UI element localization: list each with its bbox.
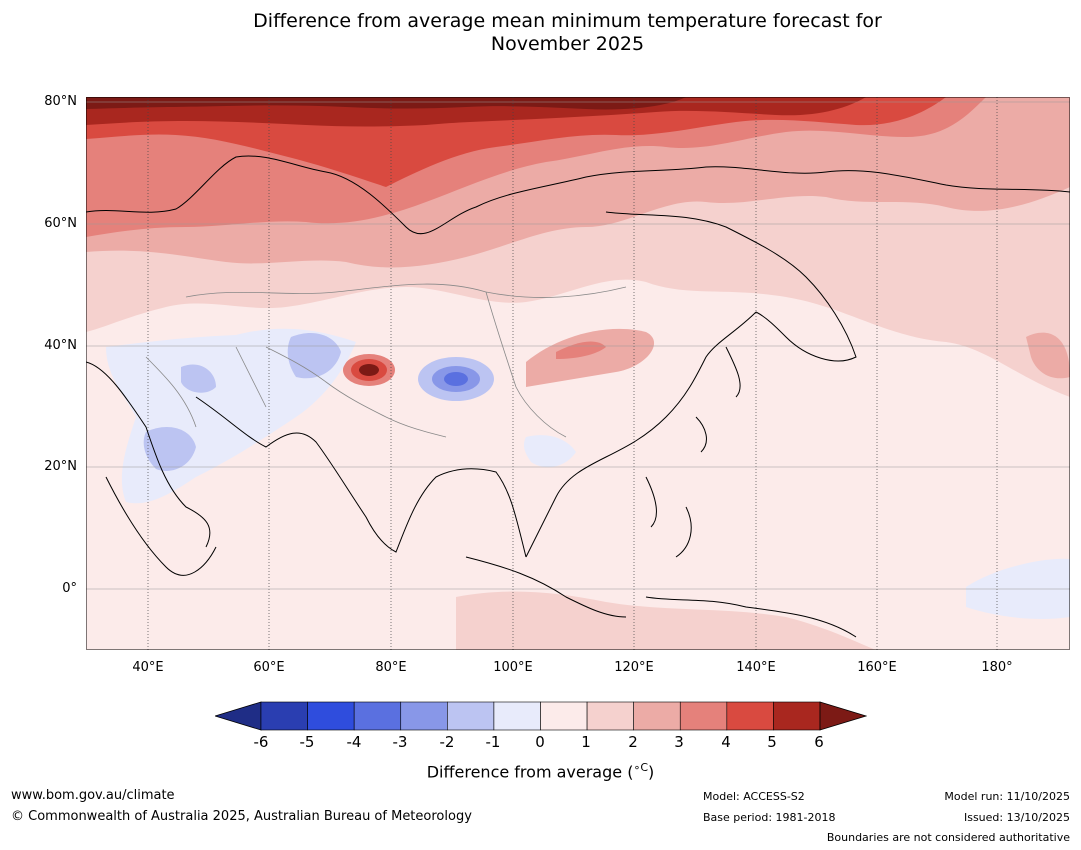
footer-website: www.bom.gov.au/climate [11,788,175,803]
anomaly-band-above-6-north [86,97,686,110]
colorbar-segment [773,701,821,731]
colorbar-segment [260,701,308,731]
colorbar-segment [586,701,634,731]
colorbar-label: Difference from average (∘C) [0,761,1081,781]
colorbar-segment [307,701,355,731]
lon-label-160e: 160°E [857,660,897,675]
lat-label-60n: 60°N [44,216,77,231]
colorbar-tick-neg6: -6 [253,733,269,751]
footer-model: Model: ACCESS-S2 [703,790,805,803]
colorbar [215,701,867,731]
colorbar-segment [633,701,681,731]
colorbar-tick-2: 2 [628,733,638,751]
colorbar-tick-3: 3 [674,733,684,751]
colorbar-tick-neg1: -1 [485,733,501,751]
lon-label-140e: 140°E [736,660,776,675]
anomaly-patch-pacific [1026,332,1070,379]
lat-label-80n: 80°N [44,94,77,109]
colorbar-segment [493,701,541,731]
colorbar-label-prefix: Difference from average ( [426,762,634,782]
lon-label-180: 180° [981,660,1013,675]
colorbar-segment [540,701,588,731]
colorbar-tick-neg2: -2 [439,733,455,751]
anomaly-cold-se-asia [523,435,576,468]
lon-label-100e: 100°E [493,660,533,675]
colorbar-segment [679,701,728,731]
latitude-lines [86,101,1070,590]
anomaly-map [86,97,1070,650]
lon-label-80e: 80°E [375,660,407,675]
anomaly-patch-east-asia [526,328,655,387]
graticule [147,97,998,650]
colorbar-tick-neg4: -4 [346,733,362,751]
title-line-2: November 2025 [490,33,645,55]
colorbar-extend-high [819,701,867,731]
footer-model-run: Model run: 11/10/2025 [944,790,1070,803]
lon-label-40e: 40°E [132,660,164,675]
lat-label-0: 0° [62,581,77,596]
colorbar-segment [400,701,448,731]
country-borders [145,283,627,438]
footer-base-period: Base period: 1981-2018 [703,811,836,824]
anomaly-cold-arabia [143,427,196,471]
colorbar-tick-5: 5 [767,733,777,751]
colorbar-tick-1: 1 [581,733,591,751]
colorbar-tick-0: 0 [535,733,545,751]
colorbar-label-degree: ∘C [633,761,649,774]
colorbar-extend-low [215,701,262,731]
colorbar-segment [353,701,402,731]
colorbar-tick-neg5: -5 [299,733,315,751]
colorbar-segment [447,701,495,731]
footer-disclaimer: Boundaries are not considered authoritat… [826,831,1070,844]
anomaly-hotspot-himalaya-core [359,364,379,376]
colorbar-segment [726,701,774,731]
lon-label-120e: 120°E [614,660,654,675]
anomaly-cold-afghanistan [287,332,341,379]
colorbar-tick-6: 6 [814,733,824,751]
coastlines [86,155,1070,638]
footer-issued: Issued: 13/10/2025 [963,811,1070,824]
colorbar-segments [260,701,821,731]
lat-label-20n: 20°N [44,459,77,474]
anomaly-cold-iran [181,364,216,393]
footer-copyright: © Commonwealth of Australia 2025, Austra… [11,809,472,824]
anomaly-band-maritime [456,591,876,650]
colorbar-label-suffix: ) [648,762,655,782]
colorbar-tick-4: 4 [721,733,731,751]
anomaly-cold-tibet-core [444,372,468,386]
colorbar-tick-neg3: -3 [392,733,408,751]
lat-label-40n: 40°N [44,338,77,353]
title-line-1: Difference from average mean minimum tem… [253,10,882,32]
chart-title: Difference from average mean minimum tem… [0,10,1081,56]
lon-label-60e: 60°E [253,660,285,675]
